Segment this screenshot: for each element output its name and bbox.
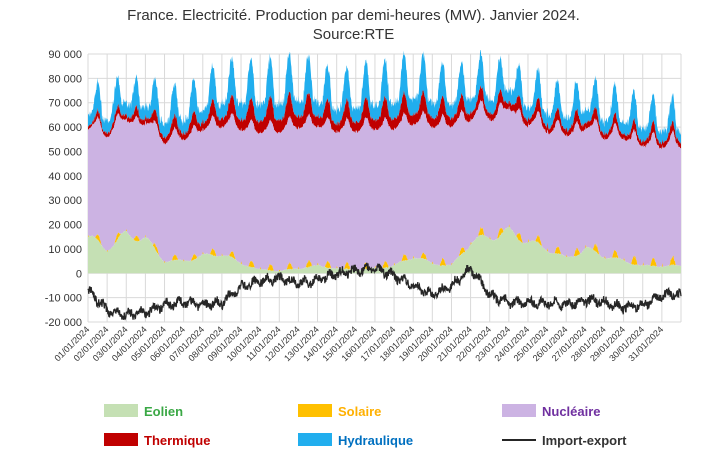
legend-swatch [104,404,138,417]
legend-label: Solaire [338,404,381,419]
legend-item-eolien: Eolien [104,404,183,419]
legend-item-solaire: Solaire [298,404,381,419]
legend: Eolien Solaire Nucléaire Thermique Hydrauliq… [104,404,627,448]
y-tick-label: 70 000 [48,98,82,110]
legend-item-hydraulique: Hydraulique [298,433,413,448]
legend-label: Import-export [542,433,627,448]
y-tick-label: 40 000 [48,171,82,183]
chart-title: France. Electricité. Production par demi… [0,6,707,44]
legend-item-import-export: Import-export [502,433,627,448]
area-layer [88,50,681,274]
legend-item-thermique: Thermique [104,433,210,448]
y-tick-label: 90 000 [48,49,82,61]
series-line-import-export [87,262,682,321]
series-area-solaire [88,224,681,272]
series-area-hydraulique [88,50,681,146]
y-tick-label: -10 000 [45,293,82,305]
y-tick-label: 30 000 [48,195,82,207]
legend-label: Hydraulique [338,433,413,448]
y-tick-label: -20 000 [45,317,82,329]
series-area-eolien [88,226,681,274]
legend-swatch [104,433,138,446]
chart-title-text: France. Electricité. Production par demi… [127,7,580,24]
y-tick-label: 0 [76,268,82,280]
legend-item-nucleaire: Nucléaire [502,404,601,419]
series-area-nucleaire [88,99,681,272]
y-tick-label: 50 000 [48,146,82,158]
line-layer [87,262,682,321]
chart-subtitle-text: Source:RTE [312,26,395,43]
legend-label: Thermique [144,433,210,448]
legend-swatch [298,433,332,446]
legend-swatch [502,404,536,417]
legend-label: Eolien [144,404,183,419]
legend-label: Nucléaire [542,404,601,419]
legend-swatch [298,404,332,417]
y-tick-label: 10 000 [48,244,82,256]
series-area-thermique [88,85,681,151]
y-tick-label: 20 000 [48,220,82,232]
y-tick-label: 80 000 [48,73,82,85]
y-tick-label: 60 000 [48,122,82,134]
